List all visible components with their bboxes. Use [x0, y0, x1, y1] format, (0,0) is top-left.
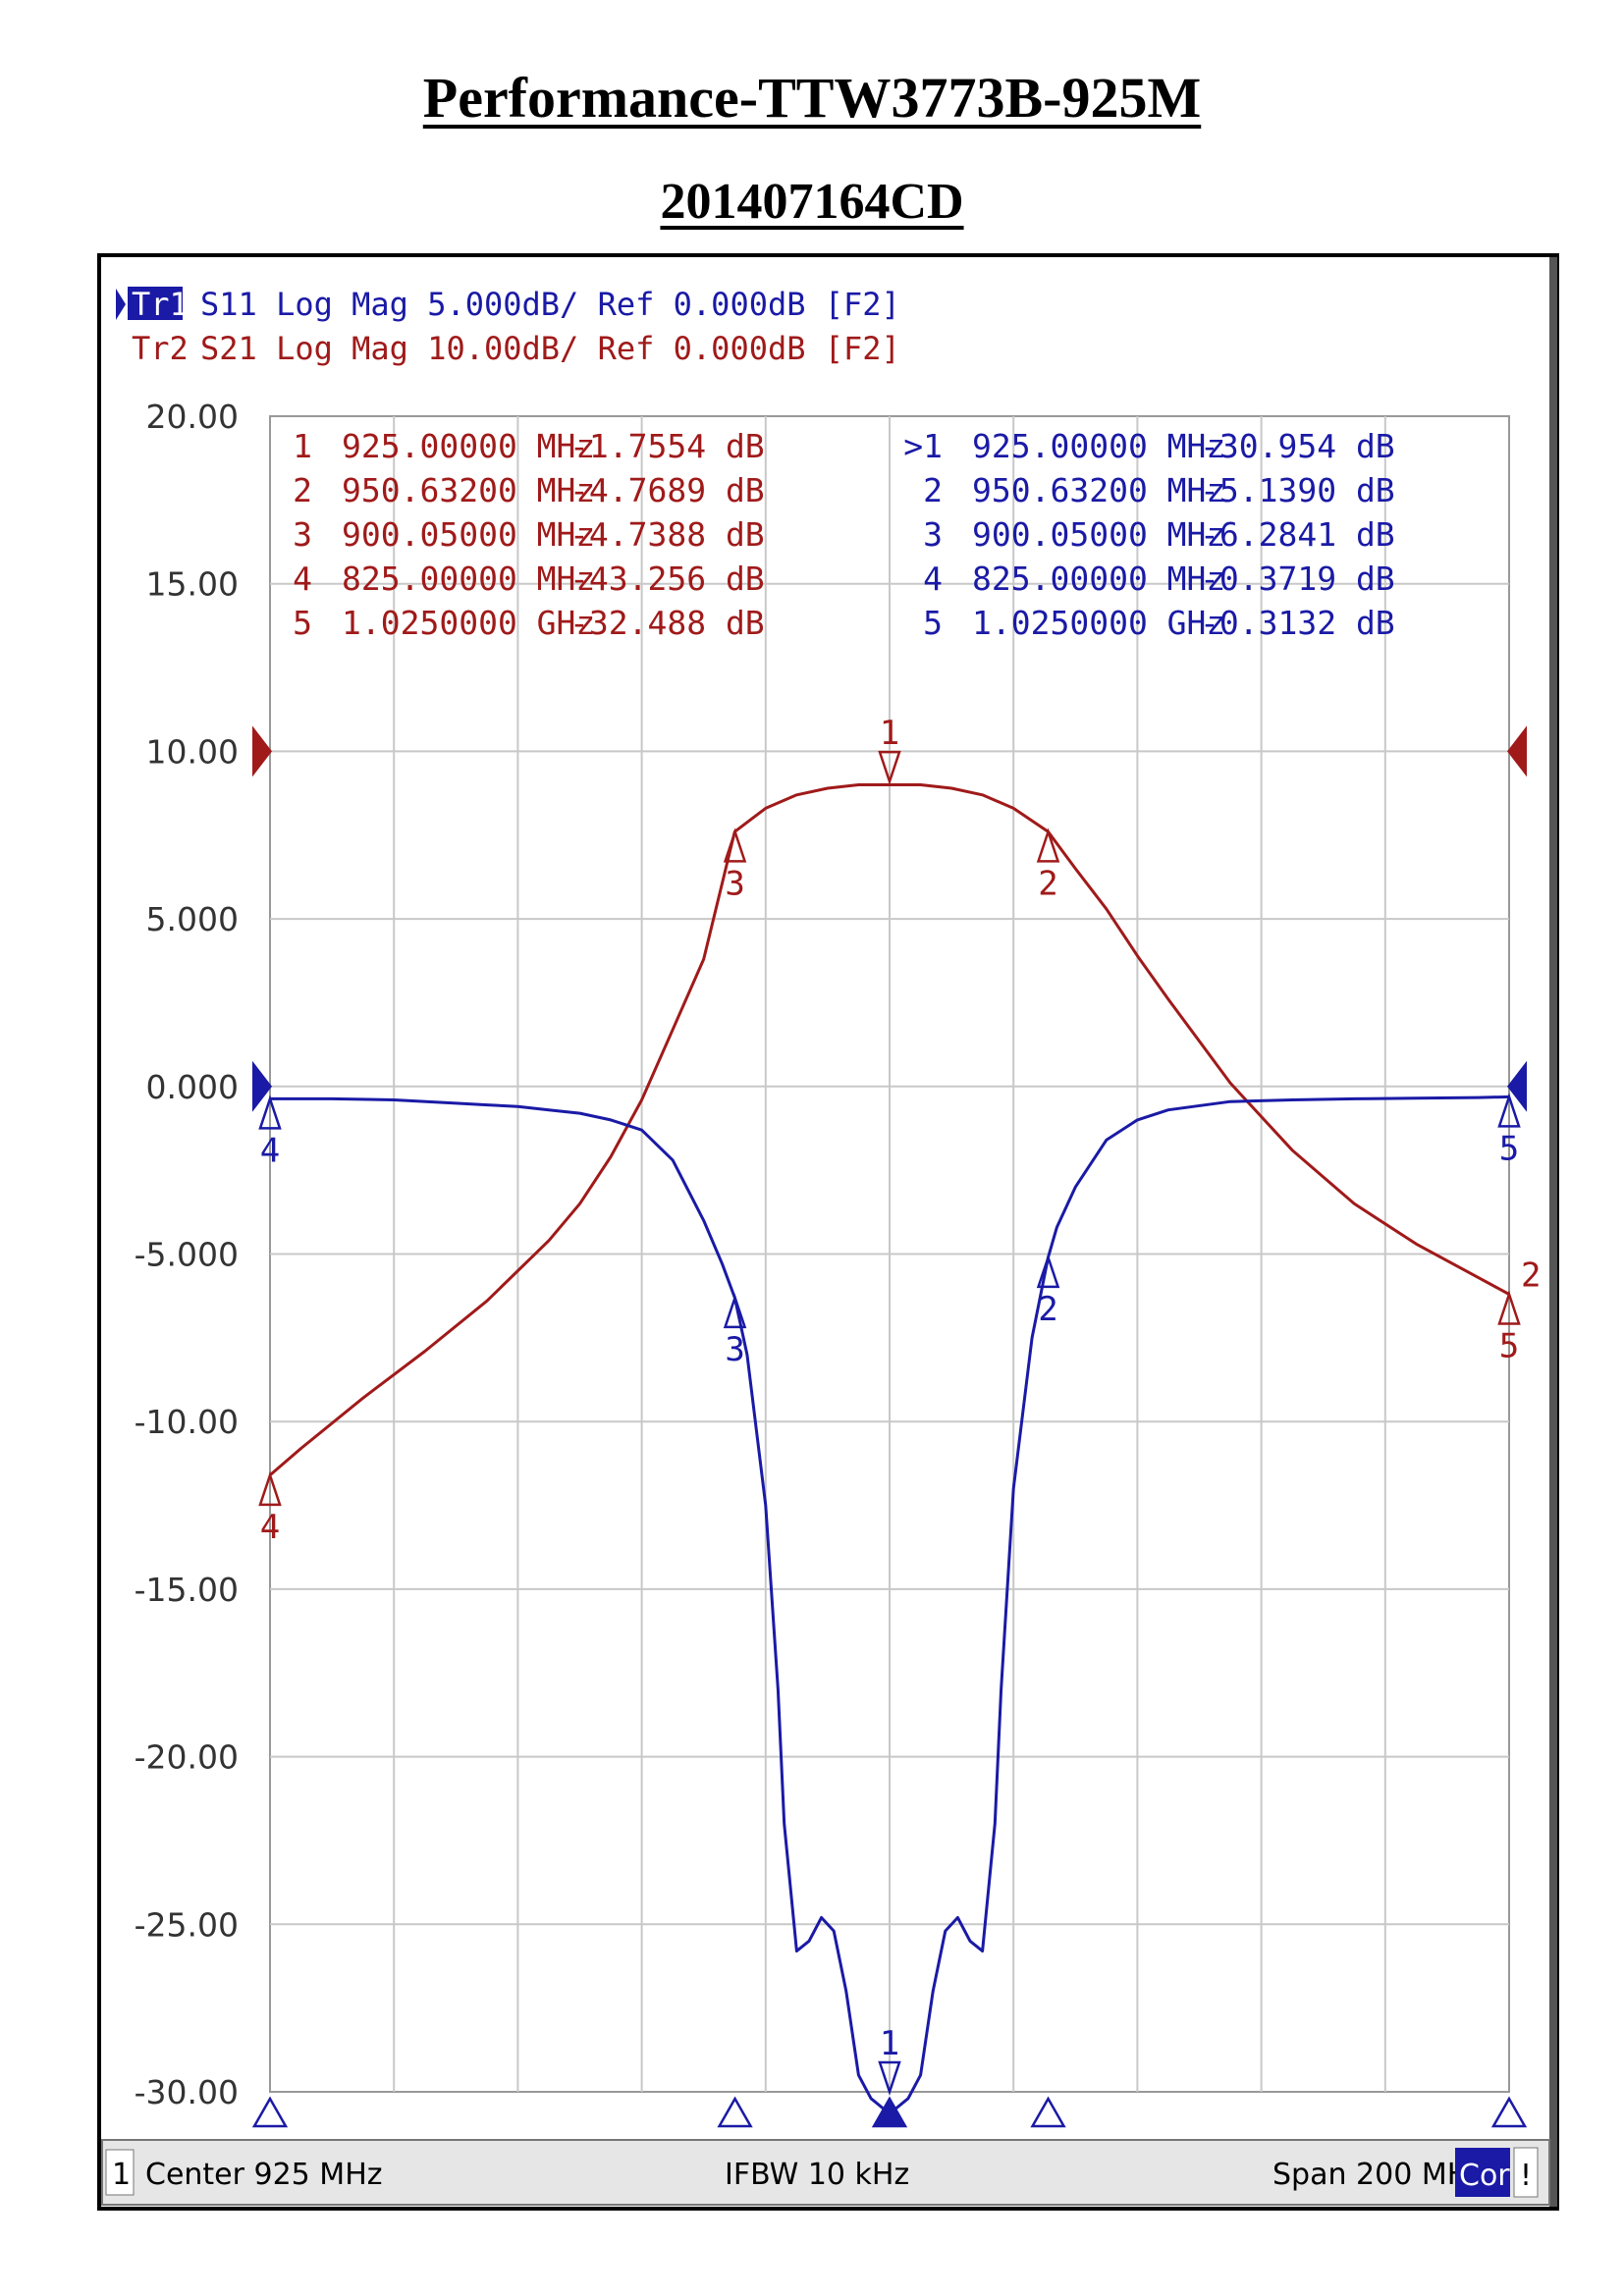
y-tick-label: -25.00: [135, 1905, 239, 1944]
marker-row-num: 5: [293, 604, 312, 642]
marker-row-freq: 925.00000 MHz: [342, 427, 595, 465]
marker-row-num: 1: [293, 427, 312, 465]
marker-row-freq: 825.00000 MHz: [972, 560, 1225, 598]
marker-triangle-s11-1: [878, 2060, 901, 2096]
marker-label-s21-4: 4: [260, 1508, 280, 1547]
marker-row-value: -4.7388 dB: [569, 515, 765, 554]
bottom-marker-2: [717, 2096, 753, 2128]
marker-row-freq: 900.05000 MHz: [342, 515, 595, 554]
marker-triangle-s11-2: [1036, 1253, 1060, 1289]
marker-table-s21: 1 925.00000 MHz-1.7554 dB2 950.63200 MHz-4…: [293, 427, 765, 642]
marker-label-s11-4: 4: [260, 1131, 280, 1170]
marker-triangle-s11-3: [723, 1293, 747, 1329]
marker-row-num: 5: [923, 604, 943, 642]
trace-headers: Tr1 S11 Log Mag 5.000dB/ Ref 0.000dB [F2…: [116, 286, 900, 367]
marker-row-value: -1.7554 dB: [569, 427, 765, 465]
status-center[interactable]: Center 925 MHz: [145, 2158, 383, 2192]
s21-edge-marker-label: 2: [1521, 1255, 1541, 1295]
marker-label-s11-2: 2: [1038, 1290, 1057, 1329]
ref-arrow-left-s11: [252, 1060, 272, 1112]
marker-row-freq: 925.00000 MHz: [972, 427, 1225, 465]
marker-row-freq: 1.0250000 GHz: [972, 604, 1225, 642]
marker-row-num: 2: [923, 471, 943, 509]
y-axis-tick-labels: 20.00 15.00 10.00 5.000 0.000 -5.000 -10.00 -15…: [135, 398, 239, 2111]
y-tick-label: -10.00: [135, 1403, 239, 1441]
channel-box[interactable]: [105, 2149, 135, 2196]
marker-row-value: -6.2841 dB: [1200, 515, 1395, 554]
marker-row-value: -0.3719 dB: [1200, 560, 1395, 598]
marker-label-s21-3: 3: [725, 864, 744, 903]
marker-label-s11-1: 1: [880, 2024, 899, 2063]
cor-badge[interactable]: [1455, 2148, 1510, 2197]
ref-arrow-left-s21: [252, 725, 272, 777]
tr1-id[interactable]: Tr1: [132, 286, 189, 323]
y-tick-label: -30.00: [135, 2073, 239, 2111]
y-tick-label: 5.000: [146, 900, 239, 938]
marker-row-num: >1: [903, 427, 943, 465]
trace-s21: [269, 783, 1510, 1476]
marker-triangle-s21-4: [258, 1470, 282, 1507]
marker-row-value: -5.1390 dB: [1200, 471, 1395, 509]
status-channel: 1: [112, 2158, 131, 2192]
y-tick-label: -20.00: [135, 1738, 239, 1777]
frame-right-edge: [1549, 257, 1557, 2207]
reference-arrows: [252, 725, 1527, 1112]
status-span[interactable]: Span 200 MHz: [1272, 2158, 1485, 2192]
marker-triangle-s11-4: [258, 1095, 282, 1130]
ref-arrow-right-s21: [1507, 725, 1527, 777]
marker-row-value: -43.256 dB: [569, 560, 765, 598]
marker-row-freq: 1.0250000 GHz: [342, 604, 595, 642]
marker-table-s11: >1 925.00000 MHz-30.954 dB2 950.63200 MHz-…: [903, 427, 1394, 642]
status-warning: !: [1520, 2159, 1532, 2193]
marker-label-s21-1: 1: [880, 714, 899, 753]
marker-label-s11-5: 5: [1499, 1129, 1519, 1168]
bottom-marker-1: [251, 2096, 289, 2128]
ref-arrow-right-s11: [1507, 1060, 1527, 1112]
status-cor: Cor: [1459, 2159, 1510, 2193]
page-subtitle: 201407164CD: [660, 174, 964, 230]
tr1-label-highlight: [128, 287, 183, 320]
marker-row-num: 3: [293, 515, 312, 554]
y-tick-label: -5.000: [135, 1236, 239, 1274]
y-tick-label: 20.00: [146, 398, 239, 436]
marker-row-freq: 950.63200 MHz: [342, 471, 595, 509]
marker-row-freq: 950.63200 MHz: [972, 471, 1225, 509]
marker-row-num: 2: [293, 471, 312, 509]
marker-row-value: -32.488 dB: [569, 604, 765, 642]
marker-triangle-s21-2: [1036, 828, 1060, 863]
marker-triangle-s21-5: [1497, 1290, 1521, 1325]
bottom-marker-indicators: [251, 2096, 1528, 2128]
marker-triangle-s11-5: [1497, 1093, 1521, 1128]
bottom-marker-3: [871, 2096, 908, 2128]
status-bar: [101, 2139, 1550, 2206]
marker-label-s21-2: 2: [1038, 864, 1057, 903]
marker-row-freq: 900.05000 MHz: [972, 515, 1225, 554]
y-tick-label: 10.00: [146, 732, 239, 771]
y-tick-label: 0.000: [146, 1068, 239, 1106]
y-tick-label: -15.00: [135, 1571, 239, 1609]
marker-row-num: 4: [923, 560, 943, 598]
marker-row-num: 4: [293, 560, 312, 598]
page-title: Performance-TTW3773B-925M: [422, 66, 1202, 130]
warning-box: [1513, 2147, 1539, 2198]
y-tick-label: 15.00: [146, 565, 239, 604]
marker-triangle-s21-3: [723, 828, 747, 863]
marker-row-freq: 825.00000 MHz: [342, 560, 595, 598]
marker-label-s11-3: 3: [725, 1330, 744, 1369]
status-ifbw[interactable]: IFBW 10 kHz: [725, 2158, 909, 2192]
bottom-marker-4: [1030, 2096, 1066, 2128]
active-trace-indicator-icon: [116, 289, 126, 320]
marker-label-s21-5: 5: [1499, 1326, 1519, 1365]
tr1-header-text: S11 Log Mag 5.000dB/ Ref 0.000dB [F2]: [200, 286, 900, 323]
bottom-marker-5: [1490, 2096, 1528, 2128]
marker-row-value: -4.7689 dB: [569, 471, 765, 509]
marker-row-value: -30.954 dB: [1200, 427, 1395, 465]
marker-row-value: -0.3132 dB: [1200, 604, 1395, 642]
marker-triangle-s21-1: [878, 750, 901, 786]
marker-row-num: 3: [923, 515, 943, 554]
tr2-header-text: S21 Log Mag 10.00dB/ Ref 0.000dB [F2]: [200, 330, 900, 367]
tr2-id[interactable]: Tr2: [132, 330, 189, 367]
